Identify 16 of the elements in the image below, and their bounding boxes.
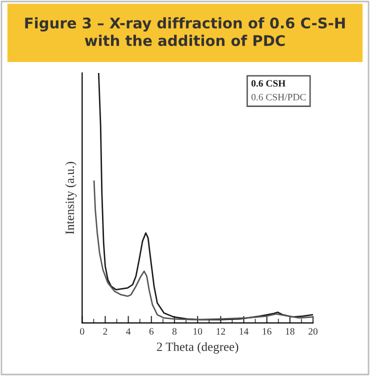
text: 0.6 CSH: [251, 80, 286, 87]
x-tick-label: 18: [286, 328, 294, 335]
x-tick-label: 2: [103, 328, 108, 335]
x-tick-label: 20: [308, 328, 318, 335]
text: 0.6 CSH/PDC: [251, 94, 306, 100]
x-axis-title: 2 Theta (degree): [156, 342, 238, 354]
x-tick-label: 0: [80, 328, 84, 335]
chart-title: Figure 3 – X-ray diffraction of 0.6 C-S-H with the addition of PDC: [25, 17, 345, 46]
x-tick-label: 6: [149, 328, 154, 335]
x-tick-label: 4: [126, 328, 131, 335]
x-tick-label: 16: [262, 328, 272, 335]
x-tick-label: 10: [194, 328, 202, 335]
x-tick-label: 14: [240, 328, 248, 335]
x-tick-label: 8: [172, 328, 177, 335]
x-tick-label: 12: [216, 328, 225, 335]
y-axis-title: Intensity (a.u.): [65, 162, 77, 234]
